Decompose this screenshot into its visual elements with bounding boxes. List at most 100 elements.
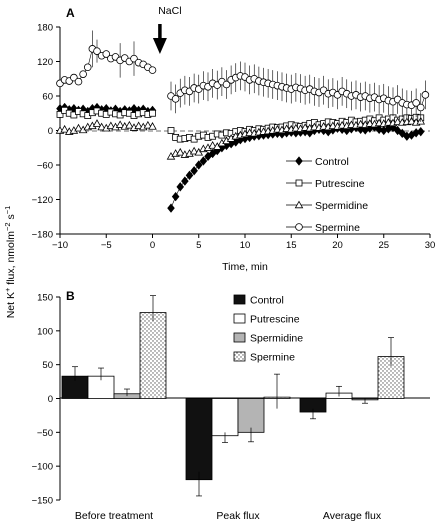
spermidine-point: [208, 141, 217, 149]
spermidine-point: [115, 120, 125, 128]
spermine-point: [148, 66, 157, 74]
legend-a-control: Control: [286, 156, 349, 168]
series-spermine: [56, 30, 430, 122]
panel-a-y-tick-label: −180: [32, 230, 53, 241]
ylabel-part-4: −2: [3, 222, 12, 231]
panel-a-x-tick-label: 10: [240, 240, 251, 251]
series-spermidine: [55, 116, 426, 160]
legend-b-spermidine: Spermidine: [233, 332, 303, 345]
bar-control: [185, 398, 213, 481]
panel-b-y-tick-label: −100: [32, 462, 53, 473]
spermidine-point: [74, 123, 83, 132]
spermidine-point: [92, 119, 102, 127]
spermine-point: [74, 77, 83, 86]
legend-b-label: Spermine: [250, 352, 295, 364]
panel-b-y-tick-label: 100: [37, 326, 53, 337]
legend-b-label: Spermidine: [250, 333, 303, 345]
legend-a-marker: [295, 179, 303, 187]
panel-a-y-tick-label: −60: [37, 161, 53, 172]
control-point: [190, 166, 198, 176]
panel-b-y-tick-label: −50: [37, 428, 53, 439]
panel-a-x-tick-label: 15: [286, 240, 297, 251]
control-point: [393, 125, 402, 136]
panel-a-y-tick-label: 60: [42, 92, 53, 103]
control-point: [176, 182, 185, 192]
control-point: [398, 128, 407, 139]
ylabel-part-5: s: [5, 214, 17, 222]
spermine-point: [416, 103, 425, 112]
spermine-point: [79, 70, 87, 78]
legend-a-marker: [295, 156, 303, 166]
putrescine-point: [167, 127, 175, 134]
panel-a: A Time, min NaCl −10 −5 0 5 10 15 20 25 30 −180 −1…: [32, 5, 436, 273]
control-point: [167, 203, 175, 213]
spermidine-point: [407, 116, 416, 125]
legend-b-swatch: [233, 332, 246, 343]
panel-b-y-tick-label: 0: [48, 394, 53, 405]
control-point: [171, 191, 180, 202]
spermidine-point: [106, 121, 116, 130]
legend-a-spermidine: Spermidine: [286, 200, 368, 212]
panel-a-x-tick-label: 20: [332, 240, 343, 251]
control-point: [375, 124, 383, 135]
spermine-point: [102, 50, 111, 58]
panel-a-y-tick-label: 0: [48, 126, 53, 137]
legend-a-marker: [295, 223, 303, 231]
spermidine-point: [143, 120, 153, 129]
spermidine-point: [175, 147, 185, 156]
legend-b-swatch: [233, 351, 246, 362]
panel-a-x-tick-label: 0: [150, 240, 155, 251]
panel-b-label: B: [66, 289, 75, 303]
panel-a-y-tick-label: 120: [37, 57, 53, 68]
legend-a-label: Control: [315, 156, 349, 168]
legend-b-spermine: Spermine: [233, 351, 295, 364]
ylabel-part-2: +: [3, 287, 12, 292]
legend-a-label: Spermine: [315, 222, 360, 234]
panel-a-y-tick-label: 180: [37, 23, 53, 34]
legend-a-marker: [294, 200, 304, 209]
nacl-annotation: NaCl: [152, 5, 182, 54]
panel-b-category-label: Average flux: [323, 510, 382, 522]
putrescine-point: [70, 111, 78, 119]
control-point: [181, 176, 189, 186]
panel-b-y-tick-label: −150: [32, 496, 53, 507]
panel-b-category-label: Peak flux: [216, 510, 260, 522]
spermidine-point: [97, 122, 106, 131]
shared-y-axis-label: Net K+ flux, nmolm−2 s−1: [3, 206, 17, 319]
bar-group-before-treatment: Before treatment: [61, 295, 167, 522]
ylabel-part-3: flux, nmolm: [5, 231, 17, 288]
panel-b: B −150 −100 −50 0 50 100 150 Before treatment P…: [32, 289, 430, 522]
panel-b-y-tick-label: 50: [42, 360, 53, 371]
bar-group-average-flux: Average flux: [299, 337, 405, 522]
putrescine-point: [56, 111, 64, 118]
panel-a-x-tick-label: 5: [196, 240, 201, 251]
spermidine-point: [148, 122, 157, 130]
spermidine-point: [125, 120, 134, 129]
legend-b-label: Putrescine: [250, 314, 300, 326]
legend-b-putrescine: Putrescine: [233, 313, 300, 326]
spermine-point: [421, 91, 430, 99]
spermidine-point: [189, 146, 199, 155]
panel-a-x-tick-label: −10: [52, 240, 68, 251]
spermine-point: [93, 47, 101, 55]
spermine-point: [222, 80, 231, 89]
legend-b-swatch: [233, 313, 246, 324]
panel-a-x-tick-label: 25: [378, 240, 389, 251]
legend-a-label: Spermidine: [315, 200, 368, 212]
bar-spermine: [139, 312, 167, 399]
panel-a-x-axis-label: Time, min: [222, 261, 268, 273]
panel-b-y-tick-label: 150: [37, 293, 53, 304]
spermine-point: [412, 99, 420, 107]
ylabel-part-1: Net K: [5, 292, 17, 318]
control-point: [185, 170, 194, 181]
spermidine-point: [60, 124, 69, 133]
panel-a-x-tick-label: −5: [101, 240, 112, 251]
bar-group-peak-flux: Peak flux: [185, 373, 291, 522]
control-point: [199, 156, 208, 166]
control-point: [416, 126, 425, 137]
legend-a-label: Putrescine: [315, 178, 365, 190]
panel-a-label: A: [66, 6, 75, 20]
nacl-arrow-head: [152, 38, 167, 54]
legend-b-control: Control: [233, 295, 284, 307]
